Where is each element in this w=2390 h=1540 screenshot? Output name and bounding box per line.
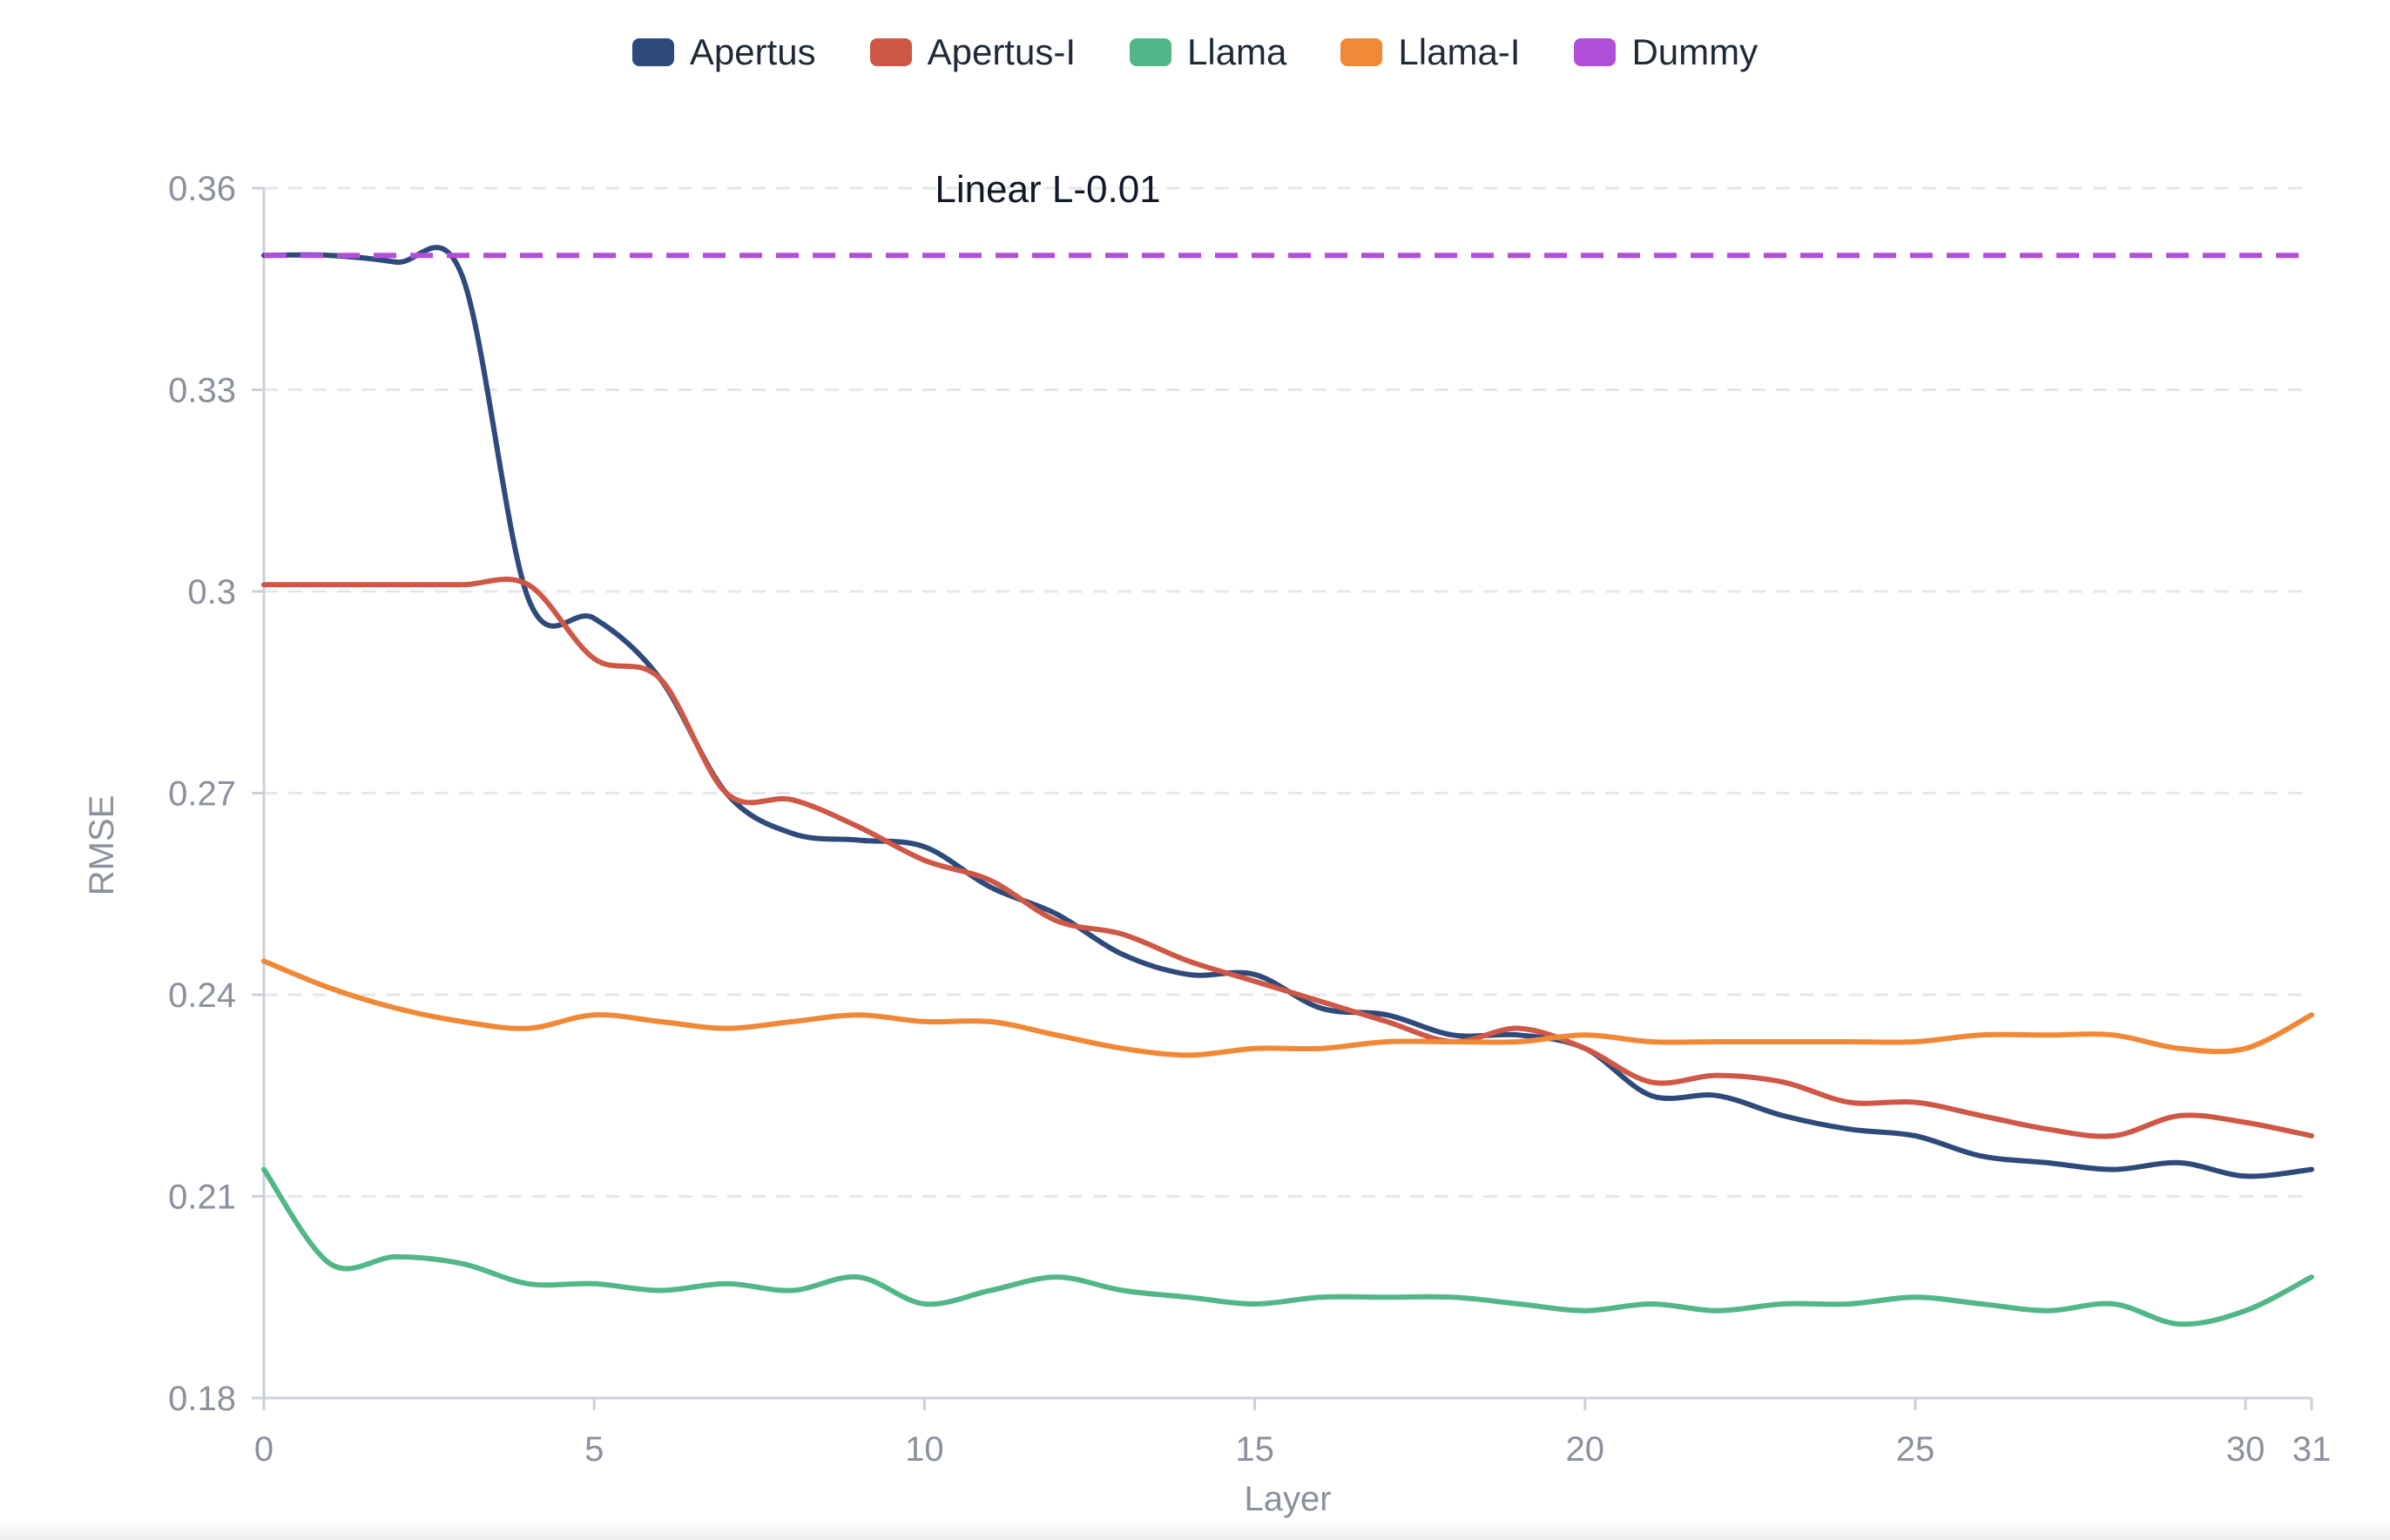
legend-item-dummy[interactable]: Dummy <box>1574 31 1758 73</box>
legend-label: Dummy <box>1631 31 1759 72</box>
y-tick-label: 0.36 <box>168 170 236 208</box>
x-tick-label: 30 <box>2226 1430 2265 1469</box>
series-line-apertus <box>261 245 2314 1179</box>
x-tick-label: 5 <box>584 1430 604 1469</box>
legend-swatch <box>1340 38 1383 66</box>
x-tick-label: 10 <box>905 1430 944 1469</box>
x-tick-label: 25 <box>1896 1430 1935 1469</box>
legend-item-llama-i[interactable]: Llama-I <box>1340 31 1520 73</box>
x-tick-label: 31 <box>2292 1430 2332 1469</box>
legend-label: Apertus <box>689 31 816 72</box>
legend: Apertus Apertus-I Llama Llama-I Dummy <box>0 31 2390 73</box>
y-axis-title: RMSE <box>83 795 121 896</box>
legend-item-apertus[interactable]: Apertus <box>631 31 816 73</box>
legend-item-llama[interactable]: Llama <box>1130 31 1286 73</box>
y-tick-label: 0.27 <box>168 775 236 814</box>
x-tick-label: 20 <box>1566 1430 1605 1469</box>
series-line-llama-i <box>261 958 2314 1058</box>
legend-swatch <box>631 38 674 66</box>
x-tick-label: 0 <box>254 1430 273 1469</box>
legend-swatch <box>1130 38 1171 66</box>
y-tick-label: 0.18 <box>168 1380 236 1418</box>
x-tick-label: 15 <box>1235 1430 1274 1469</box>
series-line-apertus-i <box>261 577 2314 1139</box>
legend-item-apertus-i[interactable]: Apertus-I <box>869 31 1076 73</box>
series-line-llama <box>261 1166 2314 1327</box>
x-axis-title: Layer <box>1244 1480 1331 1518</box>
legend-label: Apertus-I <box>927 31 1076 72</box>
legend-label: Llama <box>1187 31 1287 72</box>
legend-swatch <box>869 38 912 66</box>
chart-title: Linear L-0.01 <box>935 168 1160 211</box>
legend-label: Llama-I <box>1398 31 1521 72</box>
y-tick-label: 0.24 <box>168 976 236 1015</box>
bottom-shade <box>0 1521 2390 1540</box>
legend-swatch <box>1574 38 1617 66</box>
y-tick-label: 0.33 <box>168 372 236 410</box>
y-tick-label: 0.21 <box>168 1179 236 1217</box>
y-tick-label: 0.3 <box>187 573 236 611</box>
